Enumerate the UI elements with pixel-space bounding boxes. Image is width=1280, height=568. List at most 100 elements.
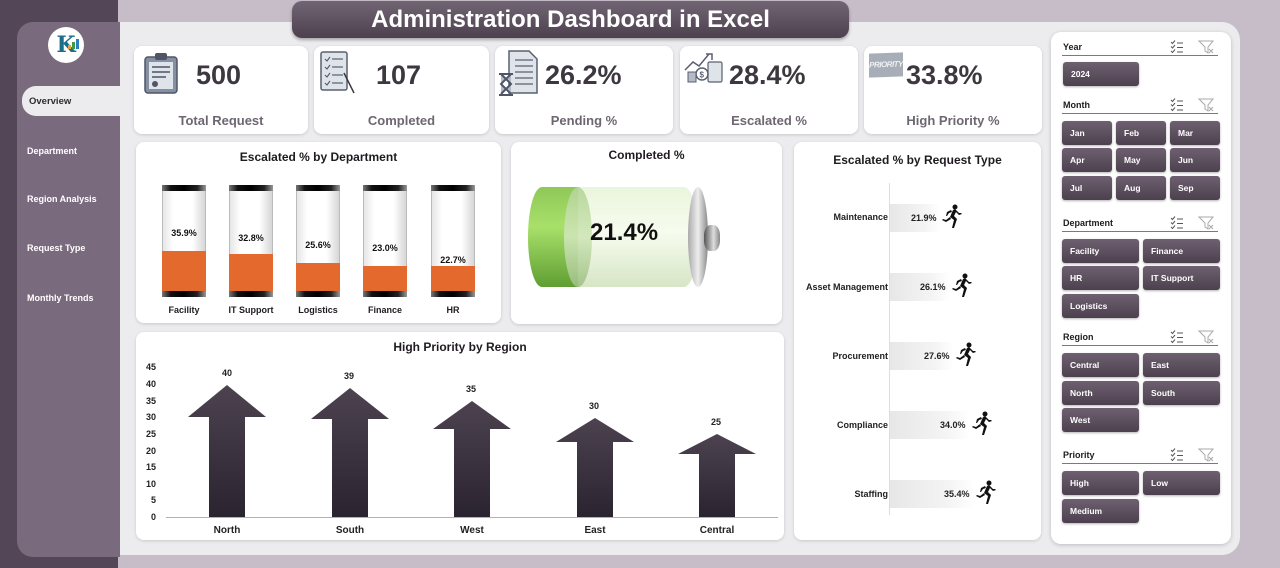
chart-title: High Priority by Region <box>393 340 527 354</box>
slicer-title: Month <box>1063 100 1090 110</box>
kpi-label: High Priority % <box>906 113 1000 128</box>
slicer-department-hr[interactable]: HR <box>1062 266 1139 290</box>
arrow-bar-west <box>433 401 511 517</box>
kpi-value: 500 <box>196 60 242 90</box>
data-label: 40 <box>221 368 232 378</box>
slicer-title: Region <box>1063 332 1094 342</box>
slicer-priority-high[interactable]: High <box>1062 471 1139 495</box>
runner-icon <box>976 480 996 504</box>
chart-title: Escalated % by Request Type <box>833 153 1002 167</box>
multi-select-icon[interactable] <box>1170 40 1184 54</box>
battery-gauge: 21.4% <box>528 187 720 287</box>
sidebar-item-overview-label[interactable]: Overview <box>29 96 72 107</box>
slicer-month-aug[interactable]: Aug <box>1116 176 1166 200</box>
data-label: 21.9% <box>911 213 937 223</box>
logo: K <box>48 27 84 63</box>
y-tick-label: 5 <box>150 495 156 505</box>
slicer-title: Department <box>1063 218 1114 228</box>
multi-select-icon[interactable] <box>1170 448 1184 462</box>
slicer-month-apr[interactable]: Apr <box>1062 148 1112 172</box>
y-tick-label: Staffing <box>854 489 889 499</box>
slicer-header-year: Year <box>1062 40 1218 56</box>
slicer-region-west[interactable]: West <box>1062 408 1139 432</box>
kpi-value: 33.8% <box>906 60 983 90</box>
y-tick-label: 30 <box>145 412 156 422</box>
chart-title: Escalated % by Department <box>239 150 398 164</box>
kpi-label: Pending % <box>550 113 618 128</box>
x-tick-label: Finance <box>367 305 402 315</box>
x-tick-label: West <box>460 525 484 536</box>
sidebar-item-overview[interactable] <box>22 86 120 116</box>
multi-select-icon[interactable] <box>1170 216 1184 230</box>
x-tick-label: East <box>584 525 606 536</box>
clear-filter-icon[interactable] <box>1198 40 1214 54</box>
slicer-month-jul[interactable]: Jul <box>1062 176 1112 200</box>
slicer-header-month: Month <box>1062 98 1218 114</box>
kpi-value: 26.2% <box>545 60 622 90</box>
logo-chart-icon <box>68 39 79 49</box>
bar-staffing <box>890 480 974 508</box>
y-tick-label: 40 <box>145 379 156 389</box>
clear-filter-icon[interactable] <box>1198 448 1214 462</box>
money-growth-icon: $ <box>684 53 723 83</box>
slicer-month-feb[interactable]: Feb <box>1116 121 1166 145</box>
slicer-region-south[interactable]: South <box>1143 381 1220 405</box>
x-axis <box>166 517 778 518</box>
sidebar-item-request-type[interactable]: Request Type <box>27 243 86 253</box>
multi-select-icon[interactable] <box>1170 330 1184 344</box>
runner-icon <box>952 273 972 297</box>
kpi-value: 107 <box>376 60 422 90</box>
slicer-priority-low[interactable]: Low <box>1143 471 1220 495</box>
kpi-card-high-priority: PRIORITY 33.8% High Priority % <box>864 46 1042 134</box>
slicer-month-jun[interactable]: Jun <box>1170 148 1220 172</box>
x-tick-label: North <box>213 525 241 536</box>
data-label: 35 <box>465 384 476 394</box>
slicer-month-jan[interactable]: Jan <box>1062 121 1112 145</box>
y-tick-label: 35 <box>145 396 156 406</box>
y-tick-label: 45 <box>145 362 156 372</box>
cylinder-bar-hr: 22.7% <box>431 185 475 297</box>
battery-terminal-icon <box>704 225 720 251</box>
priority-stamp-icon: PRIORITY <box>869 52 903 78</box>
slicer-header-priority: Priority <box>1062 448 1218 464</box>
slicer-department-finance[interactable]: Finance <box>1143 239 1220 263</box>
x-tick-label: Facility <box>168 305 200 315</box>
slicer-region-east[interactable]: East <box>1143 353 1220 377</box>
multi-select-icon[interactable] <box>1170 98 1184 112</box>
data-label: 35.4% <box>944 489 970 499</box>
slicer-month-sep[interactable]: Sep <box>1170 176 1220 200</box>
arrow-bar-north <box>188 385 266 517</box>
y-tick-label: 15 <box>145 462 156 472</box>
data-label: 35.9% <box>171 228 197 238</box>
x-tick-label: HR <box>446 305 460 315</box>
sidebar-item-department[interactable]: Department <box>27 146 78 156</box>
slicer-department-it-support[interactable]: IT Support <box>1143 266 1220 290</box>
slicer-region-north[interactable]: North <box>1062 381 1139 405</box>
y-tick-label: 0 <box>150 512 156 522</box>
clipboard-icon <box>144 53 178 94</box>
slicer-header-region: Region <box>1062 330 1218 346</box>
sidebar-item-monthly-trends[interactable]: Monthly Trends <box>27 293 94 303</box>
data-label: 30 <box>588 401 599 411</box>
data-label: 34.0% <box>940 420 966 430</box>
slicer-priority-medium[interactable]: Medium <box>1062 499 1139 523</box>
clear-filter-icon[interactable] <box>1198 98 1214 112</box>
arrow-bar-central <box>678 434 756 517</box>
slicer-month-may[interactable]: May <box>1116 148 1166 172</box>
slicer-region-central[interactable]: Central <box>1062 353 1139 377</box>
clear-filter-icon[interactable] <box>1198 330 1214 344</box>
logo-k-icon: K <box>56 32 76 58</box>
data-label: 25 <box>710 417 721 427</box>
y-tick-label: Compliance <box>836 420 888 430</box>
sidebar-item-region-analysis[interactable]: Region Analysis <box>27 194 97 204</box>
slicer-month-mar[interactable]: Mar <box>1170 121 1220 145</box>
data-label: 22.7% <box>440 255 466 265</box>
y-axis <box>889 183 890 515</box>
slicer-department-logistics[interactable]: Logistics <box>1062 294 1139 318</box>
y-tick-label: 25 <box>145 429 156 439</box>
slicer-department-facility[interactable]: Facility <box>1062 239 1139 263</box>
clear-filter-icon[interactable] <box>1198 216 1214 230</box>
data-label: 23.0% <box>372 243 398 253</box>
slicer-year-2024[interactable]: 2024 <box>1063 62 1139 86</box>
slicer-title: Priority <box>1063 450 1095 460</box>
